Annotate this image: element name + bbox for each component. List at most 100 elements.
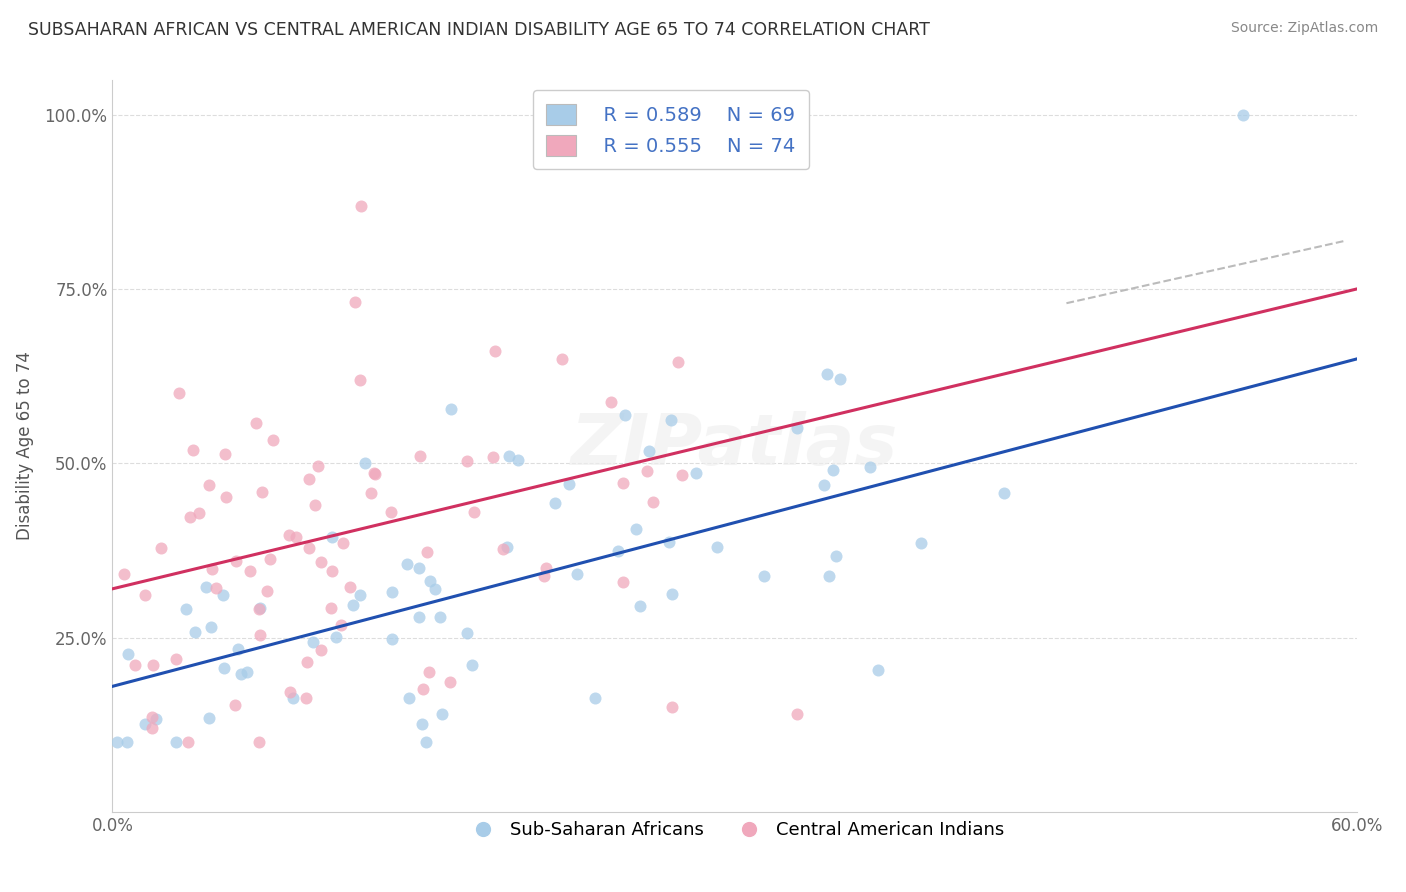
Point (408, 449, 430, 463)
Point (295, 655, 318, 669)
Point (262, 433, 284, 447)
Point (685, 467, 707, 481)
Point (165, 735, 187, 749)
Point (482, 450, 505, 465)
Legend: Sub-Saharan Africans, Central American Indians: Sub-Saharan Africans, Central American I… (458, 814, 1011, 847)
Point (419, 574, 441, 588)
Point (786, 421, 808, 435)
Point (332, 536, 354, 550)
Point (461, 658, 484, 673)
Point (815, 367, 838, 381)
Point (1232, 108, 1254, 122)
Point (294, 690, 316, 705)
Point (638, 444, 661, 458)
Point (430, 706, 453, 721)
Point (993, 486, 1015, 500)
Point (225, 553, 247, 567)
Point (183, 625, 205, 640)
Point (301, 634, 323, 648)
Point (599, 394, 621, 409)
Point (200, 620, 222, 634)
Point (544, 495, 567, 509)
Point (281, 690, 304, 705)
Point (115, 735, 138, 749)
Point (439, 674, 461, 689)
Point (823, 463, 845, 477)
Point (204, 581, 226, 595)
Point (214, 447, 236, 461)
Point (583, 691, 606, 706)
Point (636, 464, 658, 478)
Point (350, 199, 373, 213)
Point (506, 453, 529, 467)
Point (245, 416, 267, 430)
Point (408, 561, 430, 575)
Point (343, 295, 366, 310)
Point (247, 601, 270, 615)
Point (415, 735, 437, 749)
Point (353, 456, 375, 470)
Point (179, 510, 201, 524)
Point (211, 588, 233, 602)
Point (456, 626, 478, 640)
Point (165, 652, 187, 666)
Point (607, 543, 630, 558)
Point (440, 402, 463, 417)
Point (250, 484, 273, 499)
Point (298, 541, 321, 556)
Point (411, 717, 433, 731)
Point (416, 545, 439, 559)
Point (396, 557, 419, 571)
Point (628, 599, 651, 614)
Point (134, 717, 156, 731)
Point (498, 450, 520, 464)
Point (817, 569, 839, 583)
Point (456, 453, 478, 467)
Point (418, 665, 440, 679)
Point (229, 667, 252, 681)
Point (105, 735, 128, 749)
Point (124, 657, 146, 672)
Point (859, 459, 882, 474)
Point (321, 564, 343, 578)
Point (565, 566, 588, 581)
Point (236, 665, 259, 679)
Point (363, 467, 385, 481)
Point (214, 490, 236, 504)
Point (533, 569, 555, 583)
Point (309, 643, 332, 657)
Text: SUBSAHARAN AFRICAN VS CENTRAL AMERICAN INDIAN DISABILITY AGE 65 TO 74 CORRELATIO: SUBSAHARAN AFRICAN VS CENTRAL AMERICAN I… (28, 21, 929, 38)
Point (177, 735, 200, 749)
Point (786, 707, 808, 722)
Point (423, 582, 446, 597)
Point (325, 630, 347, 644)
Point (330, 618, 353, 632)
Point (224, 698, 246, 712)
Point (174, 601, 197, 615)
Point (342, 598, 364, 612)
Point (866, 663, 889, 677)
Point (706, 540, 728, 554)
Point (117, 647, 139, 661)
Point (321, 530, 343, 544)
Point (197, 711, 219, 725)
Point (195, 580, 218, 594)
Point (381, 632, 404, 646)
Point (145, 712, 167, 726)
Point (304, 498, 326, 512)
Point (398, 691, 420, 706)
Point (534, 561, 557, 575)
Point (813, 477, 835, 491)
Point (134, 588, 156, 602)
Point (259, 552, 281, 566)
Point (249, 601, 271, 615)
Point (188, 506, 211, 520)
Point (141, 709, 163, 723)
Point (360, 486, 382, 500)
Point (277, 527, 299, 541)
Point (141, 721, 163, 735)
Point (167, 385, 190, 400)
Point (226, 642, 249, 657)
Point (309, 555, 332, 569)
Point (239, 564, 262, 578)
